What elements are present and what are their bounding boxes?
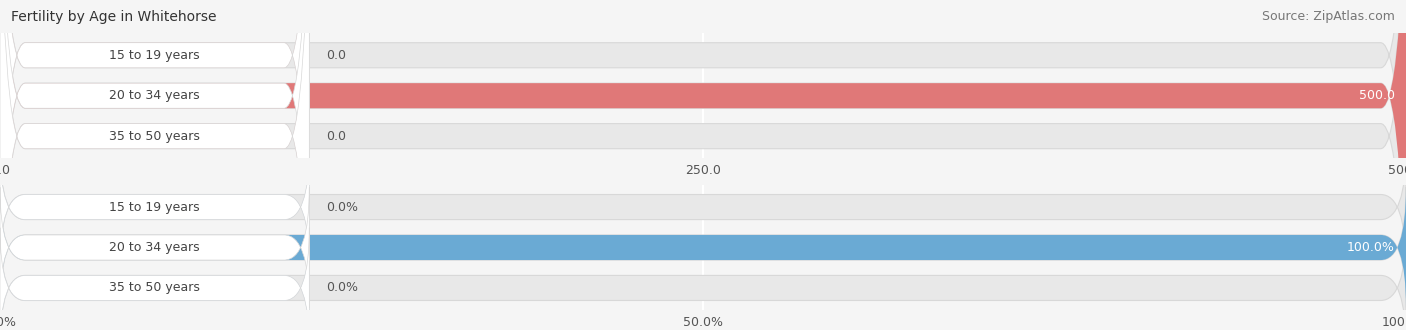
Text: 0.0: 0.0: [326, 130, 346, 143]
FancyBboxPatch shape: [0, 147, 309, 267]
FancyBboxPatch shape: [0, 0, 309, 330]
FancyBboxPatch shape: [0, 0, 309, 330]
FancyBboxPatch shape: [0, 228, 1406, 330]
FancyBboxPatch shape: [0, 187, 1406, 308]
FancyBboxPatch shape: [0, 228, 309, 330]
FancyBboxPatch shape: [0, 228, 309, 330]
Text: 0.0%: 0.0%: [326, 281, 359, 294]
FancyBboxPatch shape: [0, 147, 309, 267]
Text: Source: ZipAtlas.com: Source: ZipAtlas.com: [1261, 10, 1395, 23]
Text: 35 to 50 years: 35 to 50 years: [110, 281, 200, 294]
Text: 15 to 19 years: 15 to 19 years: [110, 49, 200, 62]
FancyBboxPatch shape: [0, 187, 1406, 308]
Text: 0.0: 0.0: [326, 49, 346, 62]
FancyBboxPatch shape: [0, 0, 309, 330]
FancyBboxPatch shape: [0, 0, 309, 330]
Text: Fertility by Age in Whitehorse: Fertility by Age in Whitehorse: [11, 10, 217, 24]
Text: 35 to 50 years: 35 to 50 years: [110, 130, 200, 143]
Text: 0.0%: 0.0%: [326, 201, 359, 214]
FancyBboxPatch shape: [0, 147, 1406, 267]
Text: 20 to 34 years: 20 to 34 years: [110, 241, 200, 254]
Text: 500.0: 500.0: [1358, 89, 1395, 102]
FancyBboxPatch shape: [0, 187, 309, 308]
Text: 15 to 19 years: 15 to 19 years: [110, 201, 200, 214]
FancyBboxPatch shape: [0, 0, 309, 330]
Text: 100.0%: 100.0%: [1347, 241, 1395, 254]
Text: 20 to 34 years: 20 to 34 years: [110, 89, 200, 102]
